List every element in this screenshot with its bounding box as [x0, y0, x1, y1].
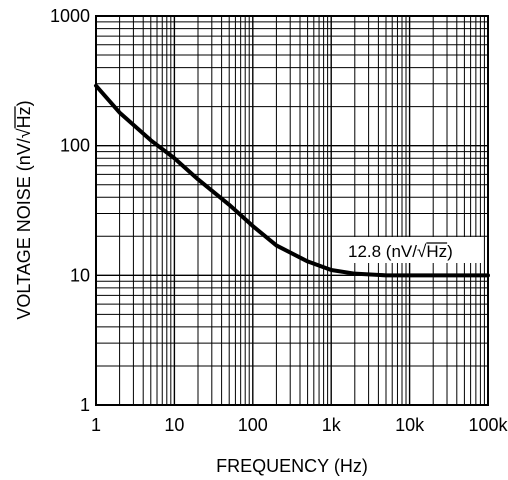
x-tick-label: 1 [91, 415, 101, 435]
y-tick-label: 10 [70, 265, 90, 285]
annotation-text: 12.8 (nV/√Hz) [348, 242, 453, 261]
annotation-radicand: Hz [426, 242, 447, 261]
y-label-radicand: Hz [14, 106, 34, 128]
y-tick-label: 1000 [50, 6, 90, 26]
tick-labels: 1 10 100 1k 10k 100k 1 10 100 1000 [50, 6, 508, 435]
annotation-prefix: 12.8 (nV/ [348, 242, 417, 261]
y-label-suffix: ) [14, 100, 34, 106]
y-axis-label-text: VOLTAGE NOISE (nV/√Hz) [14, 100, 34, 319]
x-tick-label: 10 [164, 415, 184, 435]
y-tick-label: 1 [80, 395, 90, 415]
x-axis-label: FREQUENCY (Hz) [216, 456, 368, 476]
x-tick-label: 100k [468, 415, 508, 435]
annotation: 12.8 (nV/√Hz) [344, 237, 482, 263]
y-label-radical: √ [14, 128, 34, 138]
noise-curve [94, 83, 490, 278]
y-label-prefix: VOLTAGE NOISE (nV/ [14, 138, 34, 319]
x-tick-label: 100 [238, 415, 268, 435]
annotation-radical: √ [417, 242, 427, 261]
annotation-suffix: ) [447, 242, 453, 261]
x-tick-label: 1k [322, 415, 342, 435]
curve-layer [94, 83, 490, 278]
y-axis-label: VOLTAGE NOISE (nV/√Hz) [14, 100, 34, 319]
y-tick-label: 100 [60, 136, 90, 156]
annotation-background [344, 237, 482, 263]
plot-frame [95, 15, 489, 406]
grid [96, 16, 488, 405]
x-tick-label: 10k [395, 415, 425, 435]
